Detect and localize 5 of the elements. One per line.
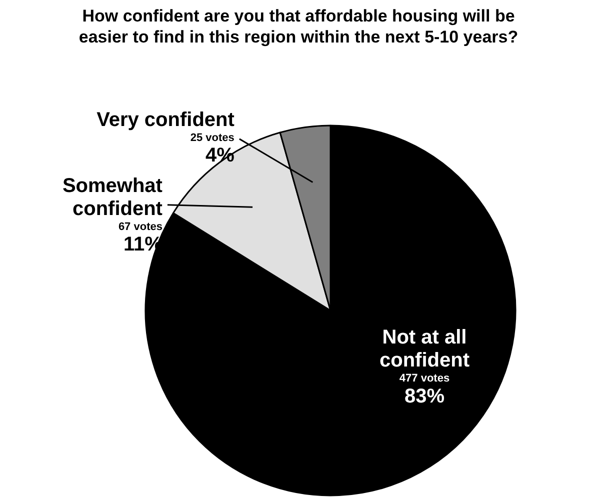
- slice-label: Somewhat confident: [62, 174, 163, 220]
- slice-label: Very confident: [96, 108, 235, 131]
- slice-label: Not at all confident: [379, 326, 470, 372]
- chart-title: How confident are you that affordable housing will be easier to find in this region within the next 5-10 years?: [78, 6, 518, 46]
- data-label: 477 votes 83%: [399, 372, 450, 408]
